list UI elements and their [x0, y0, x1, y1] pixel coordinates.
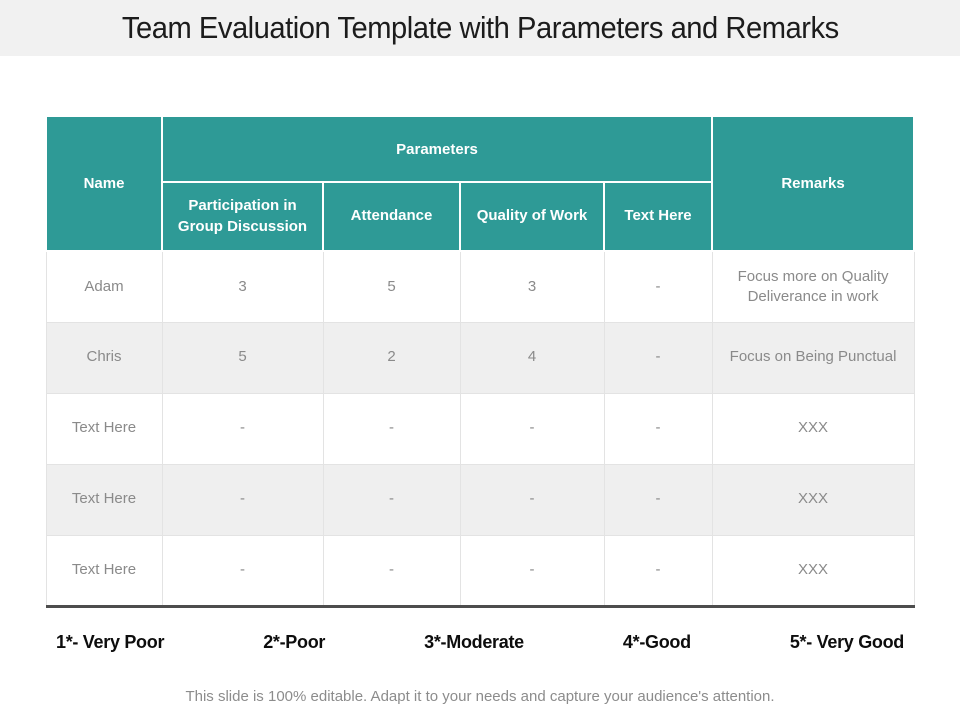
col-header-quality-of-work: Quality of Work	[459, 181, 605, 252]
evaluation-table: Name Parameters Remarks Participation in…	[45, 115, 916, 608]
cell-attendance: 2	[322, 321, 461, 394]
col-header-name: Name	[45, 115, 163, 252]
cell-quality-of-work: 4	[459, 321, 605, 394]
slide-title: Team Evaluation Template with Parameters…	[121, 10, 839, 45]
cell-remarks: XXX	[711, 463, 915, 536]
col-header-attendance: Attendance	[322, 181, 461, 252]
cell-remarks: Focus more on Quality Deliverance in wor…	[711, 250, 915, 323]
legend-item-poor: 2*-Poor	[263, 632, 326, 652]
legend-item-very-good: 5*- Very Good	[789, 632, 904, 652]
table-row-adam: Adam 3 5 3 - Focus more on Quality Deliv…	[45, 250, 915, 323]
cell-quality-of-work: -	[459, 463, 605, 536]
col-header-remarks: Remarks	[711, 115, 916, 252]
cell-attendance: -	[322, 534, 461, 608]
cell-participation: -	[161, 534, 324, 608]
cell-quality-of-work: -	[459, 392, 605, 465]
table-row-chris: Chris 5 2 4 - Focus on Being Punctual	[45, 321, 915, 394]
cell-participation: 5	[161, 321, 324, 394]
col-header-text-here: Text Here	[602, 181, 714, 252]
table-row-placeholder-3: Text Here - - - - XXX	[45, 534, 915, 608]
cell-attendance: 5	[322, 250, 461, 323]
cell-name: Text Here	[45, 534, 163, 608]
title-band: Team Evaluation Template with Parameters…	[0, 0, 960, 56]
cell-text-here: -	[603, 534, 713, 608]
cell-text-here: -	[603, 321, 713, 394]
cell-remarks: Focus on Being Punctual	[711, 321, 915, 394]
cell-name: Chris	[45, 321, 163, 394]
col-header-participation: Participation in Group Discussion	[161, 181, 324, 252]
legend-item-good: 4*-Good	[622, 632, 691, 652]
cell-remarks: XXX	[711, 392, 915, 465]
footer-note: This slide is 100% editable. Adapt it to…	[0, 688, 960, 705]
col-header-parameters-group: Parameters	[160, 115, 714, 183]
cell-name: Text Here	[45, 463, 163, 536]
cell-text-here: -	[603, 392, 713, 465]
cell-remarks: XXX	[711, 534, 915, 608]
cell-participation: 3	[161, 250, 324, 323]
legend-item-very-poor: 1*- Very Poor	[56, 632, 165, 652]
cell-attendance: -	[322, 463, 461, 536]
cell-quality-of-work: 3	[459, 250, 605, 323]
rating-legend: 1*- Very Poor 2*-Poor 3*-Moderate 4*-Goo…	[0, 632, 960, 653]
table-row-placeholder-1: Text Here - - - - XXX	[45, 392, 915, 465]
legend-item-moderate: 3*-Moderate	[424, 632, 524, 652]
table-body: Adam 3 5 3 - Focus more on Quality Deliv…	[45, 250, 915, 608]
cell-name: Text Here	[45, 392, 163, 465]
cell-quality-of-work: -	[459, 534, 605, 608]
cell-participation: -	[161, 463, 324, 536]
cell-name: Adam	[45, 250, 163, 323]
table-header: Name Parameters Remarks Participation in…	[45, 115, 916, 252]
cell-text-here: -	[603, 463, 713, 536]
cell-attendance: -	[322, 392, 461, 465]
cell-text-here: -	[603, 250, 713, 323]
cell-participation: -	[161, 392, 324, 465]
table-row-placeholder-2: Text Here - - - - XXX	[45, 463, 915, 536]
footer-note-text: This slide is 100% editable. Adapt it to…	[185, 688, 775, 705]
